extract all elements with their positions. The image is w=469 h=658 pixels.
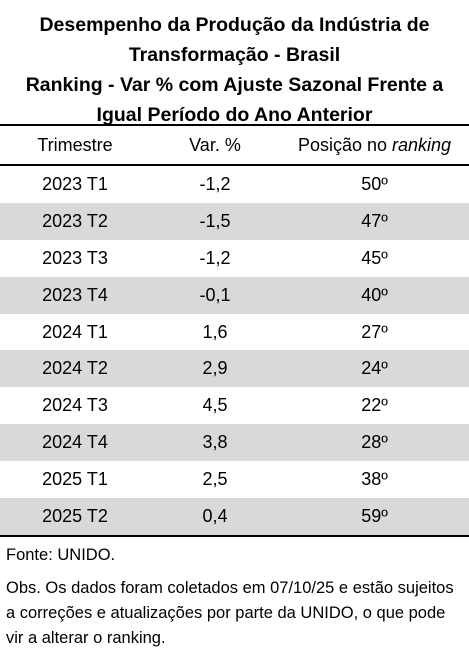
cell-trimestre: 2024 T2 (0, 350, 150, 388)
cell-trimestre: 2023 T2 (0, 202, 150, 240)
table-row: 2023 T2 -1,5 47º (0, 202, 469, 240)
table-body: 2023 T1 -1,2 50º 2023 T2 -1,5 47º 2023 T3 -1,2 4… (0, 165, 469, 537)
cell-posicao: 47º (280, 202, 469, 240)
header-row: Trimestre Var. % Posição no ranking (0, 124, 469, 166)
table-row: 2024 T3 4,5 22º (0, 387, 469, 424)
title-line-4: Igual Período do Ano Anterior (96, 104, 373, 126)
cell-trimestre: 2023 T4 (0, 276, 150, 314)
cell-posicao: 38º (361, 469, 388, 490)
table-row: 2024 T2 2,9 24º (0, 350, 469, 388)
cell-var: 3,8 (150, 424, 280, 462)
footer: Fonte: UNIDO. Obs. Os dados foram coleta… (0, 537, 469, 651)
table-title: Desempenho da Produção da Indústria de T… (0, 0, 469, 126)
cell-trimestre: 2024 T4 (0, 424, 150, 462)
cell-trimestre: 2025 T1 (42, 469, 108, 490)
cell-posicao: 59º (280, 498, 469, 537)
header-posicao-prefix: Posição no (297, 134, 392, 155)
cell-var: -1,2 (199, 247, 231, 268)
header-posicao: Posição no ranking (280, 124, 469, 166)
title-line-1: Desempenho da Produção da Indústria de (39, 14, 430, 36)
cell-var: -1,2 (199, 173, 231, 194)
cell-posicao: 28º (280, 424, 469, 462)
ranking-table: Trimestre Var. % Posição no ranking 2023… (0, 124, 469, 537)
cell-var: -0,1 (150, 276, 280, 314)
table-row: 2024 T1 1,6 27º (0, 314, 469, 351)
table-row: 2025 T2 0,4 59º (0, 498, 469, 537)
cell-trimestre: 2025 T2 (0, 498, 150, 537)
header-trimestre: Trimestre (0, 124, 150, 166)
cell-var: 2,5 (202, 469, 228, 490)
source-note: Fonte: UNIDO. (6, 545, 116, 564)
cell-trimestre: 2023 T3 (42, 247, 108, 268)
cell-var: 0,4 (150, 498, 280, 537)
table-row: 2024 T4 3,8 28º (0, 424, 469, 462)
cell-posicao: 45º (361, 247, 388, 268)
cell-posicao: 22º (361, 395, 388, 416)
observation-note: Obs. Os dados foram coletados em 07/10/2… (6, 578, 454, 647)
cell-var: 1,6 (202, 321, 228, 342)
header-posicao-italic: ranking (392, 134, 452, 155)
cell-trimestre: 2023 T1 (42, 173, 108, 194)
cell-trimestre: 2024 T3 (42, 395, 108, 416)
table-row: 2023 T1 -1,2 50º (0, 165, 469, 203)
cell-var: 4,5 (202, 395, 228, 416)
table-row: 2023 T4 -0,1 40º (0, 276, 469, 314)
cell-posicao: 50º (361, 173, 388, 194)
cell-posicao: 40º (280, 276, 469, 314)
table-row: 2025 T1 2,5 38º (0, 461, 469, 498)
title-line-2: Transformação - Brasil (128, 44, 341, 66)
header-var: Var. % (150, 124, 280, 166)
cell-var: 2,9 (150, 350, 280, 388)
cell-posicao: 27º (361, 321, 388, 342)
cell-posicao: 24º (280, 350, 469, 388)
cell-var: -1,5 (150, 202, 280, 240)
table-row: 2023 T3 -1,2 45º (0, 240, 469, 277)
cell-trimestre: 2024 T1 (42, 321, 108, 342)
title-line-3: Ranking - Var % com Ajuste Sazonal Frent… (25, 74, 444, 96)
